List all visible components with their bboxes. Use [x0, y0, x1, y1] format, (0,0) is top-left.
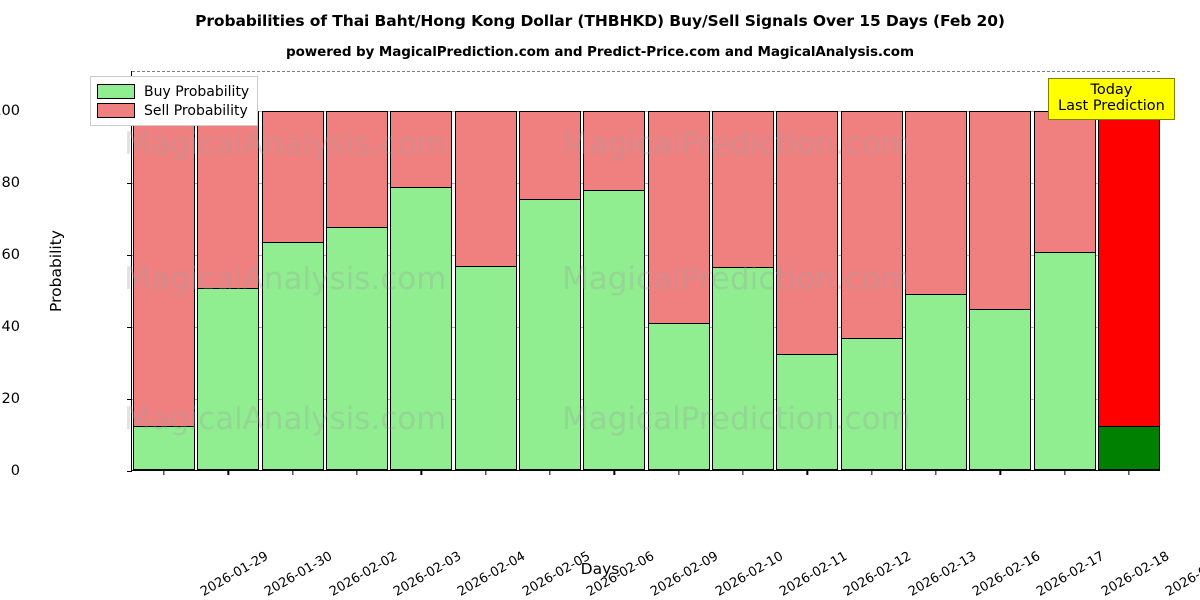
bar-group[interactable] — [711, 70, 774, 470]
bar-group[interactable] — [261, 70, 324, 470]
bar-group[interactable] — [326, 70, 389, 470]
y-tick-mark — [127, 471, 132, 473]
x-tick-mark — [163, 470, 165, 475]
gridline — [132, 254, 1160, 256]
bar-segment-sell[interactable] — [904, 110, 967, 296]
bar-segment-sell[interactable] — [583, 110, 646, 191]
bar-segment-sell[interactable] — [1097, 110, 1160, 427]
bar-group[interactable] — [1097, 70, 1160, 470]
y-tick-label: 40 — [1, 318, 20, 335]
bar-group[interactable] — [969, 70, 1032, 470]
bar-segment-sell[interactable] — [711, 110, 774, 269]
gridline — [132, 182, 1160, 184]
x-axis-label: Days — [580, 560, 620, 578]
gridline — [132, 110, 1160, 112]
x-tick-mark — [227, 470, 230, 475]
y-tick-mark — [127, 398, 132, 401]
legend-label-buy: Buy Probability — [144, 83, 250, 100]
y-tick-mark — [127, 182, 132, 184]
bar-group[interactable] — [647, 70, 710, 470]
bar-segment-sell[interactable] — [776, 110, 839, 356]
bar-group[interactable] — [390, 70, 453, 470]
bar-segment-buy[interactable] — [840, 338, 903, 470]
bar-segment-sell[interactable] — [454, 110, 517, 267]
legend-swatch-buy — [97, 84, 135, 99]
bar-group[interactable] — [454, 70, 517, 470]
bar-group[interactable] — [197, 70, 260, 470]
bar-segment-buy[interactable] — [583, 189, 646, 470]
bar-segment-buy[interactable] — [1033, 251, 1096, 470]
bar-segment-buy[interactable] — [133, 425, 196, 470]
legend-item-buy: Buy Probability — [97, 82, 249, 101]
y-tick-mark — [127, 254, 132, 257]
bar-group[interactable] — [133, 70, 196, 470]
bar-group[interactable] — [840, 70, 903, 470]
x-tick-mark — [806, 470, 808, 475]
y-tick-mark — [127, 326, 132, 329]
bar-group[interactable] — [519, 70, 582, 470]
x-tick-mark — [742, 470, 744, 475]
bar-segment-buy[interactable] — [647, 322, 710, 470]
bar-group[interactable] — [1033, 70, 1096, 470]
bar-segment-sell[interactable] — [261, 110, 324, 243]
bar-segment-buy[interactable] — [711, 266, 774, 470]
legend-item-sell: Sell Probability — [97, 101, 249, 120]
chart-title: Probabilities of Thai Baht/Hong Kong Dol… — [195, 12, 1005, 30]
gridline — [132, 398, 1160, 400]
x-tick-mark — [549, 470, 551, 475]
y-tick-label: 80 — [1, 174, 20, 191]
x-tick-mark — [1063, 470, 1066, 475]
x-tick-mark — [613, 470, 615, 475]
x-tick-mark — [870, 470, 873, 475]
x-tick-mark — [485, 470, 487, 475]
bar-segment-buy[interactable] — [261, 241, 324, 470]
y-axis-label: Probability — [47, 229, 65, 312]
bar-segment-buy[interactable] — [1097, 425, 1160, 470]
y-tick-label: 60 — [1, 246, 20, 263]
bar-segment-sell[interactable] — [326, 110, 389, 229]
bar-segment-sell[interactable] — [969, 110, 1032, 310]
chart-subtitle: powered by MagicalPrediction.com and Pre… — [286, 44, 914, 60]
bar-group[interactable] — [776, 70, 839, 470]
bar-segment-sell[interactable] — [1033, 110, 1096, 254]
y-tick-label: 20 — [1, 390, 20, 407]
x-tick-mark — [1128, 470, 1130, 475]
x-tick-mark — [292, 470, 294, 475]
bar-segment-sell[interactable] — [390, 110, 453, 189]
y-tick-label: 100 — [0, 102, 20, 119]
x-tick-mark — [420, 470, 423, 475]
bar-segment-buy[interactable] — [519, 198, 582, 470]
gridline — [132, 326, 1160, 328]
legend-swatch-sell — [97, 103, 135, 118]
bar-segment-sell[interactable] — [197, 110, 260, 289]
bar-segment-buy[interactable] — [969, 308, 1032, 470]
today-annotation-line1: Today — [1090, 82, 1133, 98]
legend-label-sell: Sell Probability — [144, 102, 248, 119]
gridlines — [132, 71, 1160, 470]
bar-segment-sell[interactable] — [519, 110, 582, 200]
reference-dashed-line — [132, 71, 1160, 72]
bar-segment-buy[interactable] — [197, 287, 260, 470]
y-tick-label: 0 — [10, 463, 20, 479]
bar-segment-buy[interactable] — [904, 293, 967, 470]
x-tick-mark — [678, 470, 680, 475]
x-tick-mark — [999, 470, 1001, 475]
bar-group[interactable] — [583, 70, 646, 470]
today-annotation-line2: Last Prediction — [1058, 98, 1165, 115]
bar-segment-sell[interactable] — [647, 110, 710, 325]
bar-segment-sell[interactable] — [840, 110, 903, 340]
bar-segment-sell[interactable] — [133, 110, 196, 427]
bar-segment-buy[interactable] — [390, 186, 453, 470]
x-tick-mark — [935, 470, 937, 475]
today-annotation: Today Last Prediction — [1048, 78, 1175, 121]
plot-area: MagicalAnalysis.com MagicalPrediction.com… — [0, 70, 1200, 600]
bar-segment-buy[interactable] — [776, 353, 839, 470]
bar-segment-buy[interactable] — [326, 227, 389, 470]
bar-group[interactable] — [904, 70, 967, 470]
legend: Buy Probability Sell Probability — [90, 76, 259, 126]
bar-segment-buy[interactable] — [454, 265, 517, 470]
x-tick-mark — [356, 470, 358, 475]
